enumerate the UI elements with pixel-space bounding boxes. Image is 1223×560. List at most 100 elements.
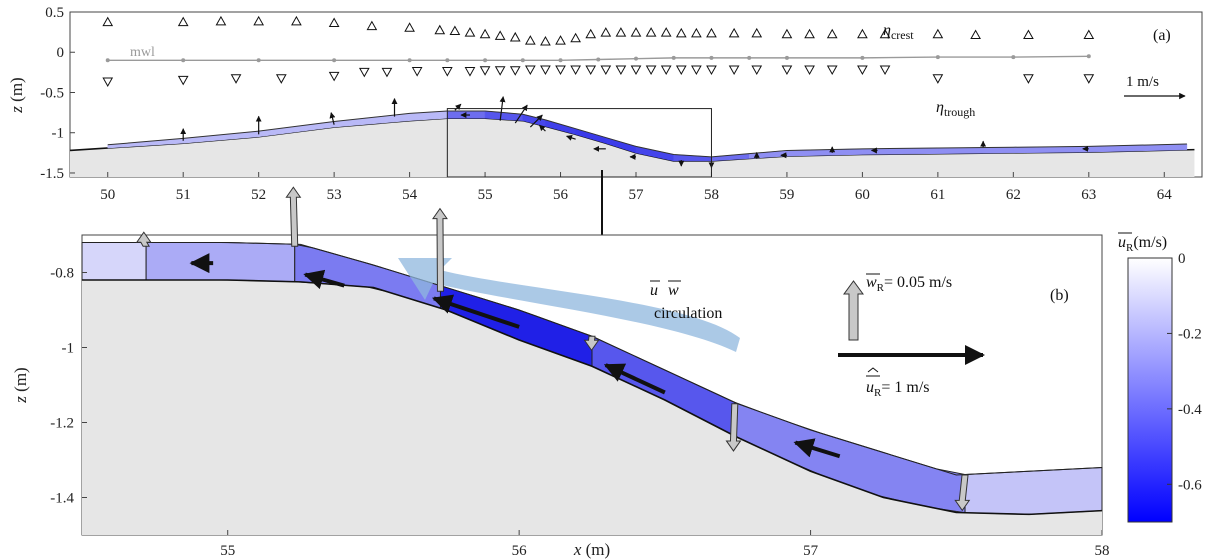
- crest-marker: [1023, 29, 1034, 40]
- horizontal-velocity-arrow: [303, 269, 345, 290]
- vertical-velocity-arrow: [725, 403, 742, 452]
- trough-marker: [691, 65, 702, 75]
- mwl-point: [784, 55, 789, 60]
- colorbar-tick-label: -0.2: [1178, 326, 1202, 342]
- y-tick-label: -1.2: [50, 416, 74, 432]
- flow-section: [81, 242, 147, 281]
- velocity-arrow: [529, 114, 543, 128]
- flow-band-top-line: [107, 110, 1187, 158]
- y-tick-label: 0: [57, 45, 65, 61]
- mwl-point: [558, 58, 563, 63]
- panel-a-velocity-arrows: [180, 96, 1089, 169]
- circulation-u-symbol: u: [650, 282, 658, 299]
- panel-b-vertical-arrows: [135, 186, 971, 512]
- trough-marker: [879, 65, 891, 75]
- mwl-point: [181, 58, 186, 63]
- mwl-point: [445, 58, 450, 63]
- panel-b-xlabel: x (m): [573, 540, 610, 559]
- trough-marker: [660, 65, 672, 75]
- colorbar-gradient: [1127, 257, 1173, 523]
- trough-marker: [706, 65, 717, 75]
- flow-section: [145, 242, 296, 283]
- trough-marker: [857, 65, 868, 75]
- trough-marker: [1083, 74, 1095, 84]
- horizontal-velocity-arrow: [603, 363, 666, 395]
- mwl-label: mwl: [130, 45, 155, 60]
- y-tick-label: -1.5: [40, 166, 64, 182]
- trough-marker: [826, 65, 838, 75]
- vertical-velocity-arrow: [583, 335, 600, 352]
- y-tick-label: -1.4: [50, 491, 74, 507]
- trough-marker: [804, 65, 815, 75]
- x-tick-label: 58: [704, 187, 719, 203]
- crest-marker: [366, 20, 378, 31]
- zoom-box: [446, 108, 712, 178]
- mwl-point: [520, 58, 525, 63]
- vertical-velocity-arrow: [432, 207, 448, 292]
- velocity-arrow: [566, 135, 576, 141]
- horizontal-velocity-arrow: [793, 438, 841, 459]
- trough-marker: [540, 65, 551, 75]
- y-tick-label: -0.5: [40, 85, 64, 101]
- trough-marker: [932, 74, 944, 84]
- u-scale-label: uR= 1 m/s: [866, 379, 929, 399]
- bed-fill: [70, 118, 1195, 177]
- bed-fill: [82, 280, 1102, 535]
- mwl-point: [332, 58, 337, 63]
- crest-marker: [509, 31, 521, 42]
- crest-marker: [524, 35, 536, 45]
- mwl-point: [935, 55, 940, 60]
- crest-marker: [691, 27, 702, 38]
- colorbar-ticks: 0 -0.2 -0.4 -0.6: [1167, 251, 1202, 493]
- crest-marker: [434, 24, 446, 35]
- panel-a: 50 51 52 53 54 55 56 57 58 59 60 61 62 63 64 0.5 0 -0.5 -…: [7, 5, 1203, 203]
- mwl-point: [671, 55, 676, 60]
- y-tick-label: -0.8: [50, 266, 74, 282]
- flow-section: [964, 466, 1103, 515]
- u-scale-hat: [867, 367, 879, 373]
- y-tick-label: -1: [62, 341, 75, 357]
- trough-marker: [781, 65, 793, 75]
- colorbar-tick-label: 0: [1178, 251, 1186, 267]
- panel-a-trough-markers: [102, 65, 1095, 88]
- x-tick-label: 50: [100, 187, 115, 203]
- vertical-velocity-arrow: [954, 474, 971, 512]
- velocity-arrow: [454, 103, 462, 111]
- panel-b-x-ticks: 55 56 57 58: [220, 530, 1110, 559]
- x-tick-label: 53: [327, 187, 342, 203]
- crest-marker: [540, 35, 551, 46]
- crest-marker: [253, 15, 265, 26]
- x-tick-label: 56: [512, 543, 528, 559]
- trough-marker: [524, 65, 536, 75]
- circulation-arrow: [398, 258, 740, 352]
- mwl-point: [747, 55, 752, 60]
- x-tick-label: 55: [478, 187, 493, 203]
- x-tick-label: 61: [930, 187, 945, 203]
- x-tick-label: 64: [1157, 187, 1173, 203]
- crest-marker: [585, 28, 597, 39]
- velocity-arrow: [539, 124, 546, 132]
- x-tick-label: 62: [1006, 187, 1021, 203]
- x-tick-label: 52: [251, 187, 266, 203]
- trough-marker: [630, 65, 642, 75]
- panel-a-mwl-line: [105, 54, 1091, 63]
- eta-crest-label: ηcrest: [883, 22, 914, 42]
- trough-marker: [177, 75, 189, 86]
- x-tick-label: 54: [402, 187, 418, 203]
- mwl-point: [634, 56, 638, 61]
- crest-marker: [857, 28, 868, 39]
- trough-marker: [570, 65, 581, 75]
- trough-marker: [381, 67, 393, 78]
- trough-marker: [645, 65, 657, 75]
- vertical-velocity-arrow: [135, 231, 152, 247]
- eta-trough-label: ηtrough: [936, 99, 975, 119]
- x-tick-label: 59: [779, 187, 794, 203]
- horizontal-velocity-arrow: [431, 294, 520, 329]
- colorbar-tick-label: -0.4: [1178, 402, 1202, 418]
- mwl-point: [596, 57, 601, 62]
- crest-marker: [970, 29, 981, 40]
- crest-marker: [291, 15, 302, 26]
- trough-marker: [328, 71, 340, 82]
- trough-marker: [1023, 74, 1034, 84]
